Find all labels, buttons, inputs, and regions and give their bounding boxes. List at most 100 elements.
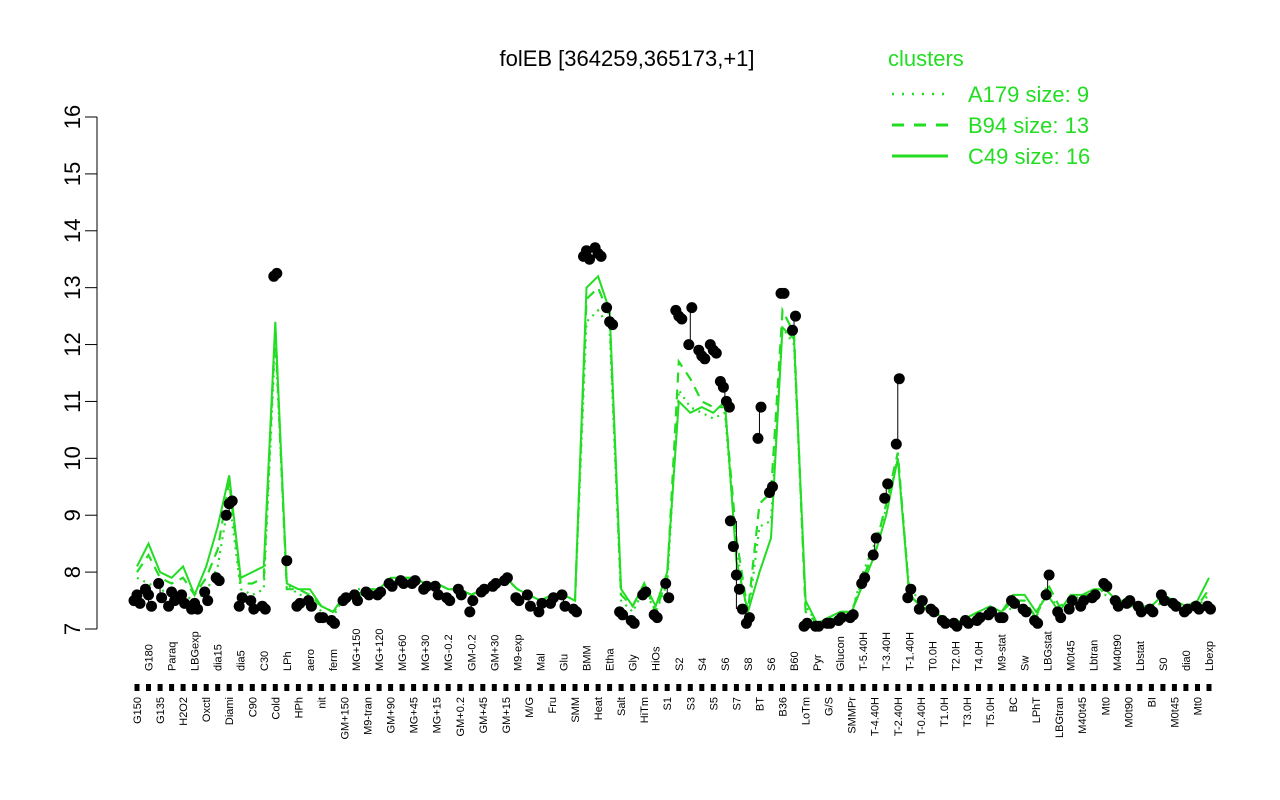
data-point	[870, 532, 882, 544]
x-rug-mark	[146, 684, 151, 691]
x-rug-mark	[572, 684, 578, 691]
data-point	[363, 589, 375, 601]
x-rug-mark	[399, 684, 405, 691]
x-tick-label: GM+30	[489, 635, 501, 671]
x-tick-label: S3	[685, 697, 697, 710]
x-rug-mark	[480, 684, 486, 691]
data-point	[997, 612, 1009, 624]
x-tick-label: BT	[755, 697, 767, 711]
data-point	[548, 592, 559, 604]
x-tick-label: C30	[259, 651, 271, 671]
x-rug-mark	[1148, 684, 1154, 691]
x-tick-label: M0t45	[1169, 697, 1181, 728]
data-point	[467, 595, 479, 607]
data-point	[733, 583, 745, 595]
x-tick-label: Sw	[1020, 656, 1032, 671]
series-line-2	[136, 274, 1210, 625]
x-rug-mark	[687, 684, 693, 691]
x-tick-label: LBGstat	[1043, 631, 1055, 671]
data-point	[134, 597, 146, 609]
x-rug-mark	[134, 684, 140, 691]
x-tick-label: B36	[778, 697, 790, 717]
x-tick-label: HiOs	[651, 646, 663, 671]
data-point	[352, 595, 363, 607]
x-rug-mark	[537, 684, 543, 691]
x-tick-label: dia0	[1181, 650, 1193, 671]
x-rug-mark	[445, 684, 451, 691]
legend-label-a179: A179 size: 9	[968, 82, 1089, 107]
x-rug-mark	[584, 684, 589, 691]
data-point	[986, 606, 997, 618]
x-tick-label: MG+150	[351, 629, 363, 672]
data-point	[847, 609, 859, 621]
x-rug-mark	[768, 684, 774, 691]
x-rug-mark	[1010, 684, 1016, 691]
x-rug-mark	[895, 684, 901, 691]
x-tick-label: M9-stat	[997, 634, 1009, 671]
x-rug-mark	[411, 684, 417, 691]
x-tick-label: BC	[1008, 697, 1020, 712]
data-point	[490, 578, 502, 589]
data-point	[663, 592, 675, 604]
data-point	[429, 580, 441, 592]
x-rug-mark	[999, 684, 1004, 691]
x-tick-label: S0	[1158, 658, 1170, 671]
x-tick-label: M40t45	[1077, 697, 1089, 734]
data-point	[867, 549, 879, 561]
x-rug-mark	[929, 684, 935, 691]
x-rug-mark	[192, 684, 198, 691]
data-point	[801, 617, 813, 629]
data-point	[607, 319, 619, 331]
x-tick-label: G/S	[824, 697, 836, 716]
legend-label-b94: B94 size: 13	[968, 113, 1089, 138]
x-rug-mark	[491, 684, 497, 691]
x-rug-mark	[526, 684, 532, 691]
data-point	[723, 401, 735, 413]
x-rug-mark	[1068, 684, 1074, 691]
data-point	[1170, 600, 1182, 612]
data-point	[329, 617, 340, 629]
x-tick-label: T-3.40H	[881, 632, 893, 671]
x-tick-label: Mt0	[1100, 697, 1112, 715]
x-tick-label: B60	[789, 651, 801, 671]
x-tick-label: Cold	[270, 697, 282, 720]
x-tick-label: T-2.40H	[893, 697, 905, 736]
x-tick-label: Heat	[593, 697, 605, 720]
data-point	[1193, 603, 1205, 615]
x-rug-mark	[814, 684, 820, 691]
x-rug-mark	[618, 684, 624, 691]
x-tick-label: BMM	[582, 645, 594, 671]
data-point	[340, 592, 352, 604]
data-point	[710, 347, 722, 359]
x-tick-label: G135	[155, 697, 167, 724]
x-rug-mark	[1114, 684, 1120, 691]
data-point	[281, 555, 293, 567]
x-tick-label: LBGtran	[1054, 697, 1066, 738]
y-tick-label: 9	[60, 509, 85, 521]
x-rug-mark	[468, 684, 474, 691]
data-point	[724, 515, 736, 527]
x-rug-mark	[1045, 684, 1051, 691]
data-point	[143, 589, 154, 601]
x-rug-mark	[607, 684, 613, 691]
x-tick-label: MG-0.2	[443, 634, 455, 671]
x-tick-label: S1	[662, 697, 674, 710]
data-point	[375, 586, 387, 598]
x-rug-mark	[318, 684, 324, 691]
data-point	[1089, 589, 1101, 601]
y-tick-label: 15	[60, 162, 85, 186]
data-point	[421, 580, 433, 592]
x-tick-label: T0.0H	[927, 641, 939, 671]
data-point	[928, 606, 940, 618]
x-tick-label: M0t45	[1066, 640, 1078, 671]
x-rug-mark	[757, 684, 762, 691]
data-point	[478, 583, 490, 595]
x-tick-label: Glu	[559, 654, 571, 671]
data-point	[305, 600, 317, 612]
x-tick-label: LBGexp	[190, 631, 202, 671]
y-tick-label: 10	[60, 446, 85, 470]
data-point	[913, 603, 925, 615]
x-tick-label: MG+15	[432, 697, 444, 733]
x-tick-label: SMMPr	[847, 697, 859, 734]
